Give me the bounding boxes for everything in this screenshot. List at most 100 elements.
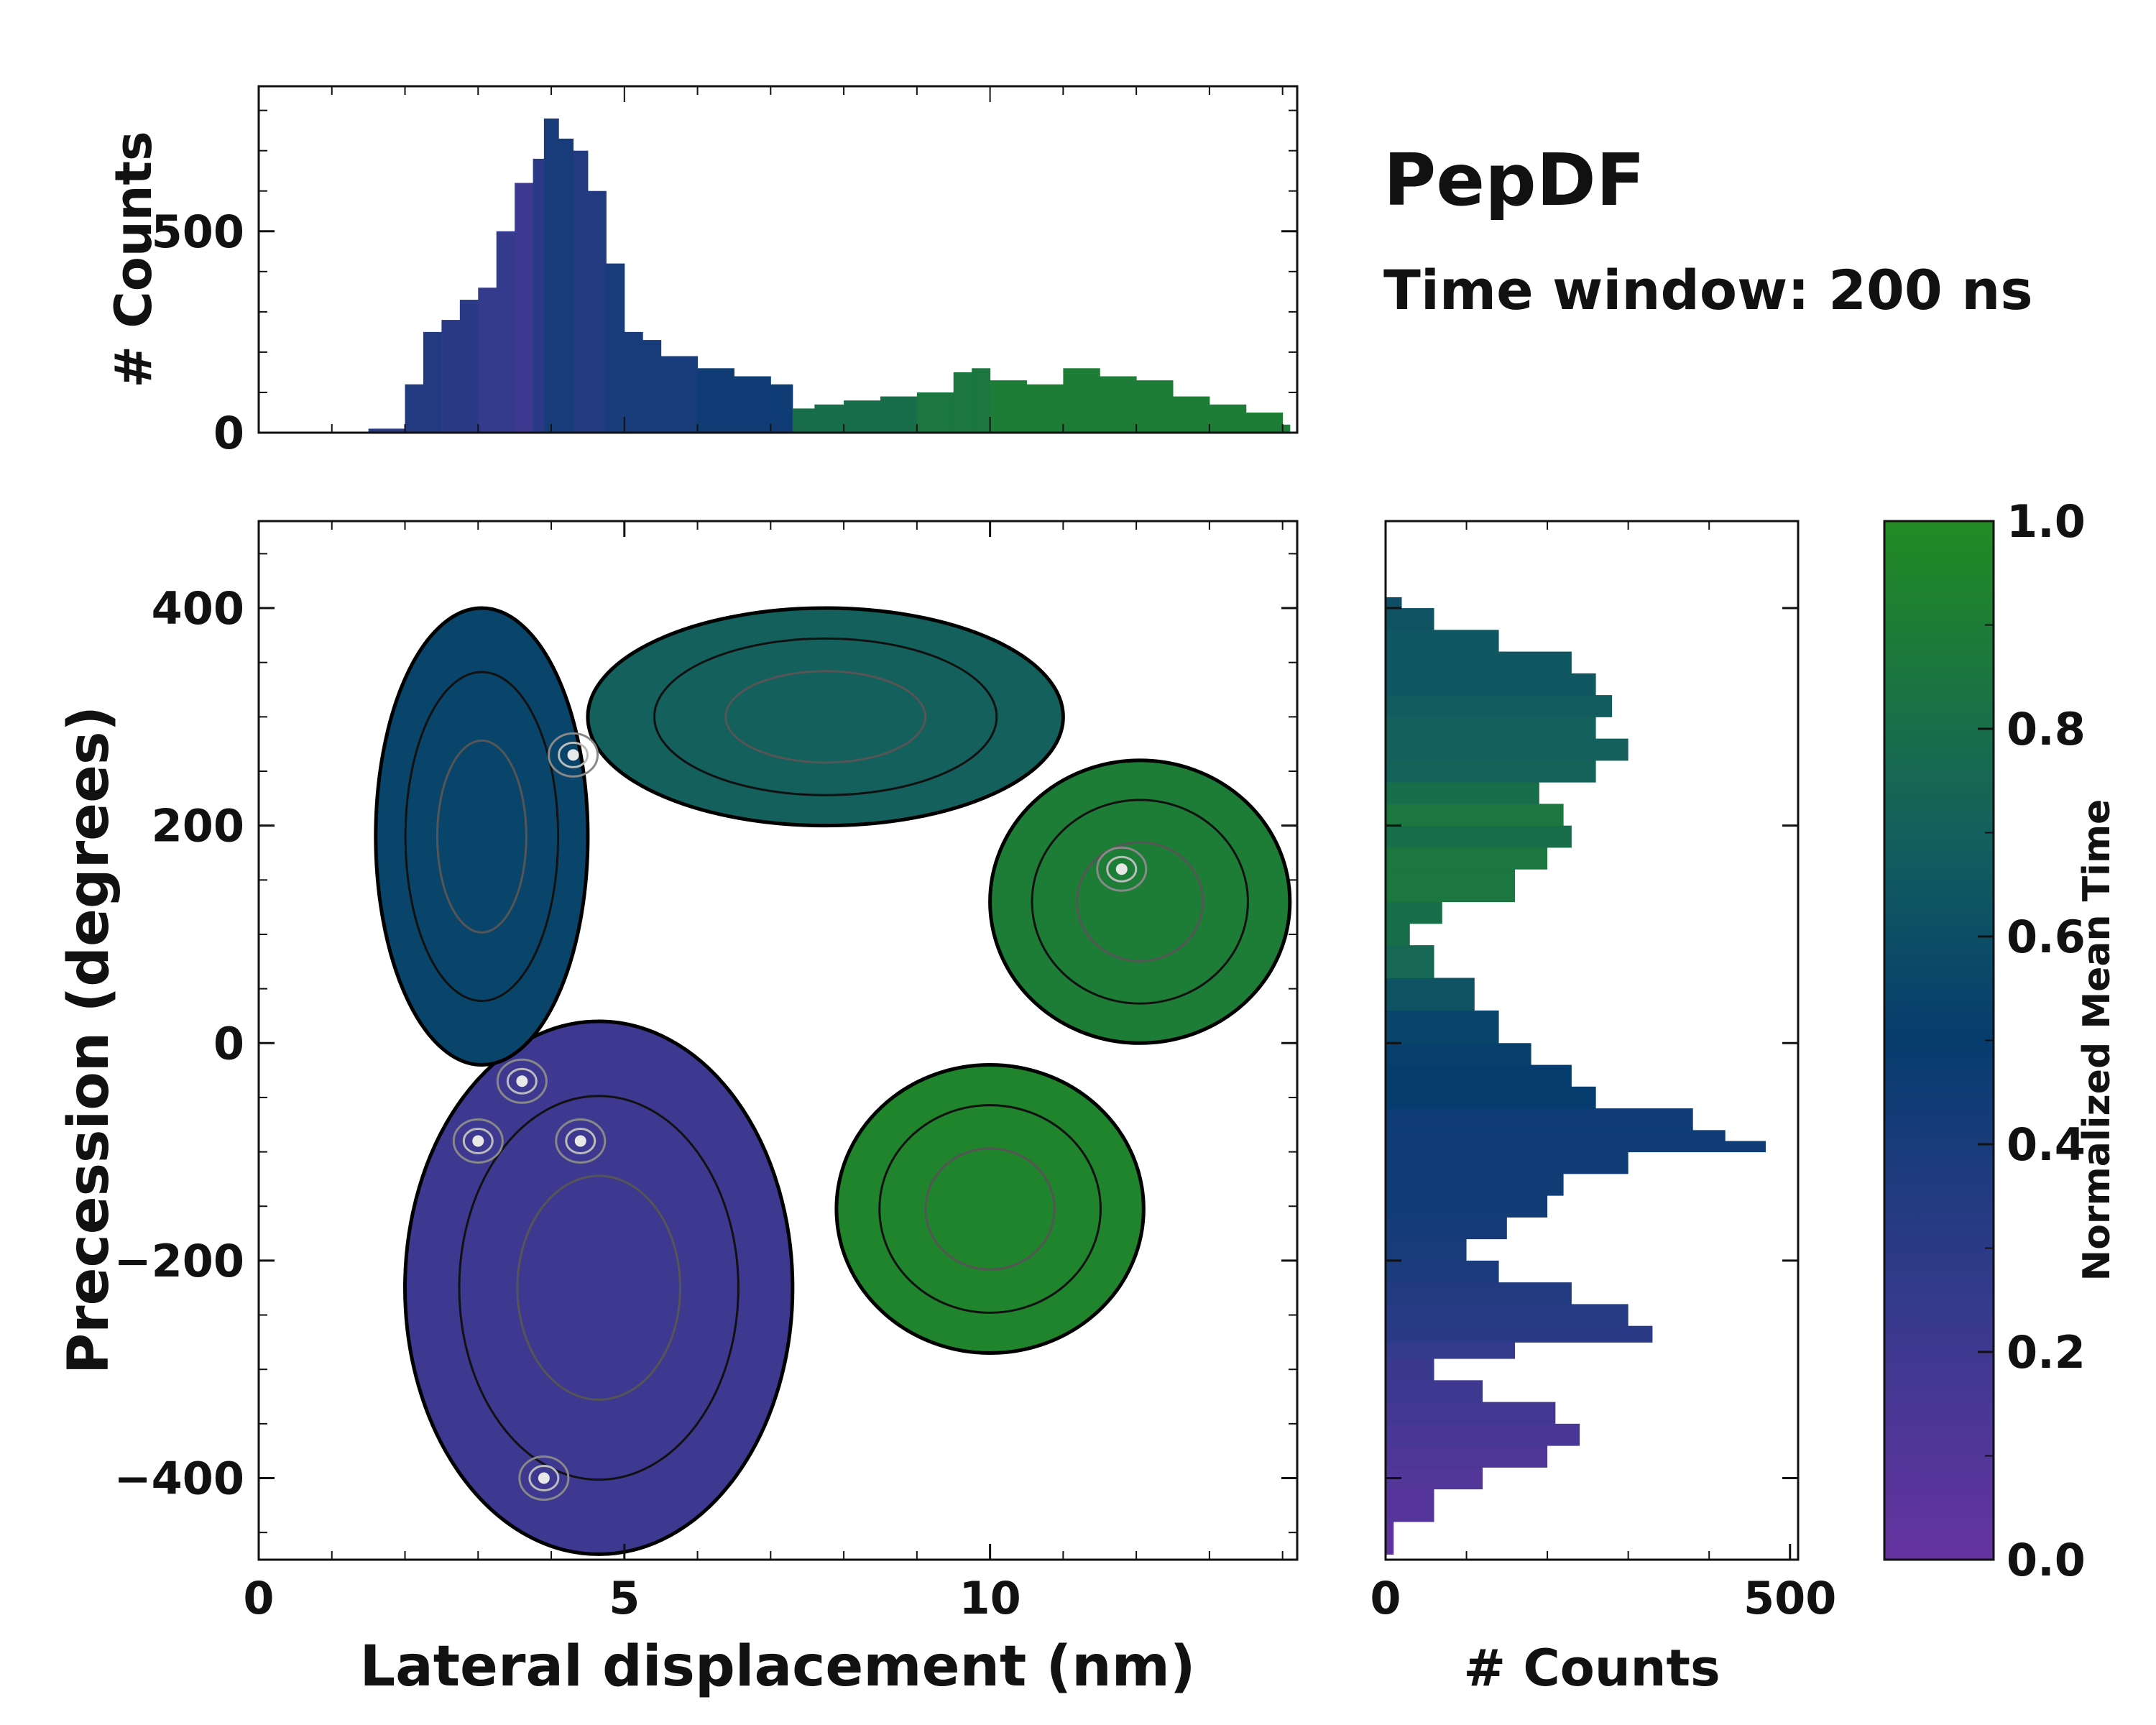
main-ticks: 0 5 10 −400 −200 0 200 400 (114, 521, 1297, 1624)
top-histogram-bar (1282, 424, 1291, 433)
right-histogram-bar (1386, 978, 1475, 1011)
density-region (586, 606, 1065, 828)
right-histogram-bar (1386, 901, 1442, 924)
colorbar-gradient (1883, 520, 1995, 1561)
peak-contour (555, 1118, 607, 1164)
density-region-fill (374, 606, 590, 1067)
top-histogram-bar (770, 384, 793, 433)
peak-contour (1096, 846, 1148, 892)
density-peak (1115, 863, 1128, 875)
top-histogram-bar (642, 340, 662, 433)
top-histogram-bar (792, 408, 815, 433)
right-histogram-bar (1386, 1217, 1507, 1240)
right-histogram-bar (1386, 1445, 1548, 1468)
colorbar-tick-label: 0.8 (2007, 703, 2086, 755)
density-region (988, 758, 1292, 1045)
density-peak (538, 1472, 550, 1484)
top-histogram-bar (496, 231, 515, 433)
right-histogram-bar (1386, 1141, 1766, 1153)
right-histogram-bar (1386, 1238, 1467, 1261)
colorbar: 0.0 0.2 0.4 0.6 0.8 1.0 Normalized Mean Time (1883, 495, 2119, 1586)
top-histogram-bar (972, 368, 991, 433)
right-histogram-bar (1386, 1130, 1726, 1141)
right-histogram-bar (1386, 847, 1548, 870)
right-histogram-bar (1386, 1043, 1531, 1066)
right-histogram-bar (1386, 760, 1596, 783)
density-peaks (452, 732, 1148, 1501)
top-histogram-bar (368, 428, 406, 433)
peak-contour (518, 1455, 570, 1501)
peak-contour (462, 1127, 494, 1154)
density-contour (458, 1095, 740, 1481)
right-histogram-bar (1386, 1402, 1556, 1425)
top-histogram-frame (257, 85, 1299, 434)
right-histogram-bar (1386, 869, 1516, 903)
colorbar-tick-label: 0.4 (2007, 1118, 2086, 1171)
density-region-fill (403, 1019, 795, 1556)
top-histogram-bar (423, 331, 442, 433)
top-histogram-bar (814, 404, 844, 433)
right-histogram-bar (1386, 695, 1613, 717)
peak-contour (506, 1067, 538, 1095)
x-tick-label: 10 (959, 1572, 1021, 1624)
right-histogram-bar (1386, 782, 1539, 804)
right-histogram-bar (1386, 717, 1596, 740)
right-histogram-bar (1386, 804, 1564, 827)
right-histogram-bar (1386, 825, 1572, 848)
x-tick-label: 5 (609, 1572, 640, 1624)
right-histogram-bar (1386, 597, 1402, 609)
right-histogram-frame (1384, 520, 1800, 1561)
top-histogram-bar (844, 400, 881, 433)
density-contour (516, 1174, 681, 1401)
peak-contour (528, 1465, 560, 1492)
figure-title: PepDF (1383, 138, 1645, 222)
right-histogram-xlabel: # Counts (1463, 1639, 1720, 1698)
colorbar-label: Normalized Mean Time (2076, 799, 2119, 1282)
right-histogram-bar (1386, 1195, 1548, 1218)
right-histogram-bar (1386, 608, 1434, 630)
right-histogram-bar (1386, 1358, 1434, 1381)
right-histogram-bar (1386, 1325, 1653, 1343)
right-histogram-bar (1386, 1010, 1499, 1044)
density-contour (924, 1147, 1056, 1271)
density-contour (724, 670, 927, 764)
top-histogram-bar (558, 138, 574, 433)
y-tick-label: 400 (152, 582, 244, 635)
main-frame (257, 520, 1299, 1561)
density-peak (472, 1135, 484, 1147)
top-histogram-bar (543, 118, 559, 433)
top-histogram-bar (660, 356, 699, 433)
top-histogram-bar (697, 368, 734, 433)
density-regions (374, 606, 1292, 1556)
colorbar-tick-label: 0.2 (2007, 1326, 2086, 1379)
figure-subtitle: Time window: 200 ns (1383, 258, 2033, 322)
density-contour (1031, 799, 1249, 1005)
right-histogram-bar (1386, 1342, 1516, 1359)
top-histogram-panel: 0 500 # Counts (104, 85, 1299, 459)
y-tick-label: −200 (114, 1235, 244, 1287)
right-histogram-bar (1386, 923, 1410, 946)
peak-contour (1106, 855, 1138, 883)
top-histogram-bar (990, 380, 1027, 433)
right-histogram-bar (1386, 673, 1596, 696)
right-histogram-bar (1386, 1489, 1434, 1522)
density-peak (567, 749, 579, 761)
top-histogram-bar (441, 320, 461, 433)
top-histogram-bar (533, 158, 545, 433)
top-histogram-bar (606, 263, 625, 433)
right-histogram-bar (1386, 1151, 1628, 1174)
top-histogram-bar (624, 331, 643, 433)
density-contour (878, 1104, 1102, 1314)
y-tick-label: −400 (114, 1453, 244, 1505)
right-histogram-bar (1386, 1304, 1628, 1327)
peak-contour (496, 1058, 548, 1104)
main-ylabel: Precession (degrees) (57, 706, 121, 1374)
top-histogram-ylabel: # Counts (104, 131, 163, 387)
top-histogram-bar (1100, 376, 1137, 433)
top-histogram-bar (1209, 404, 1247, 433)
peak-contour (452, 1118, 504, 1164)
density-contour (653, 637, 998, 796)
right-histogram-bar (1386, 1086, 1596, 1109)
top-histogram-bar (478, 288, 497, 433)
